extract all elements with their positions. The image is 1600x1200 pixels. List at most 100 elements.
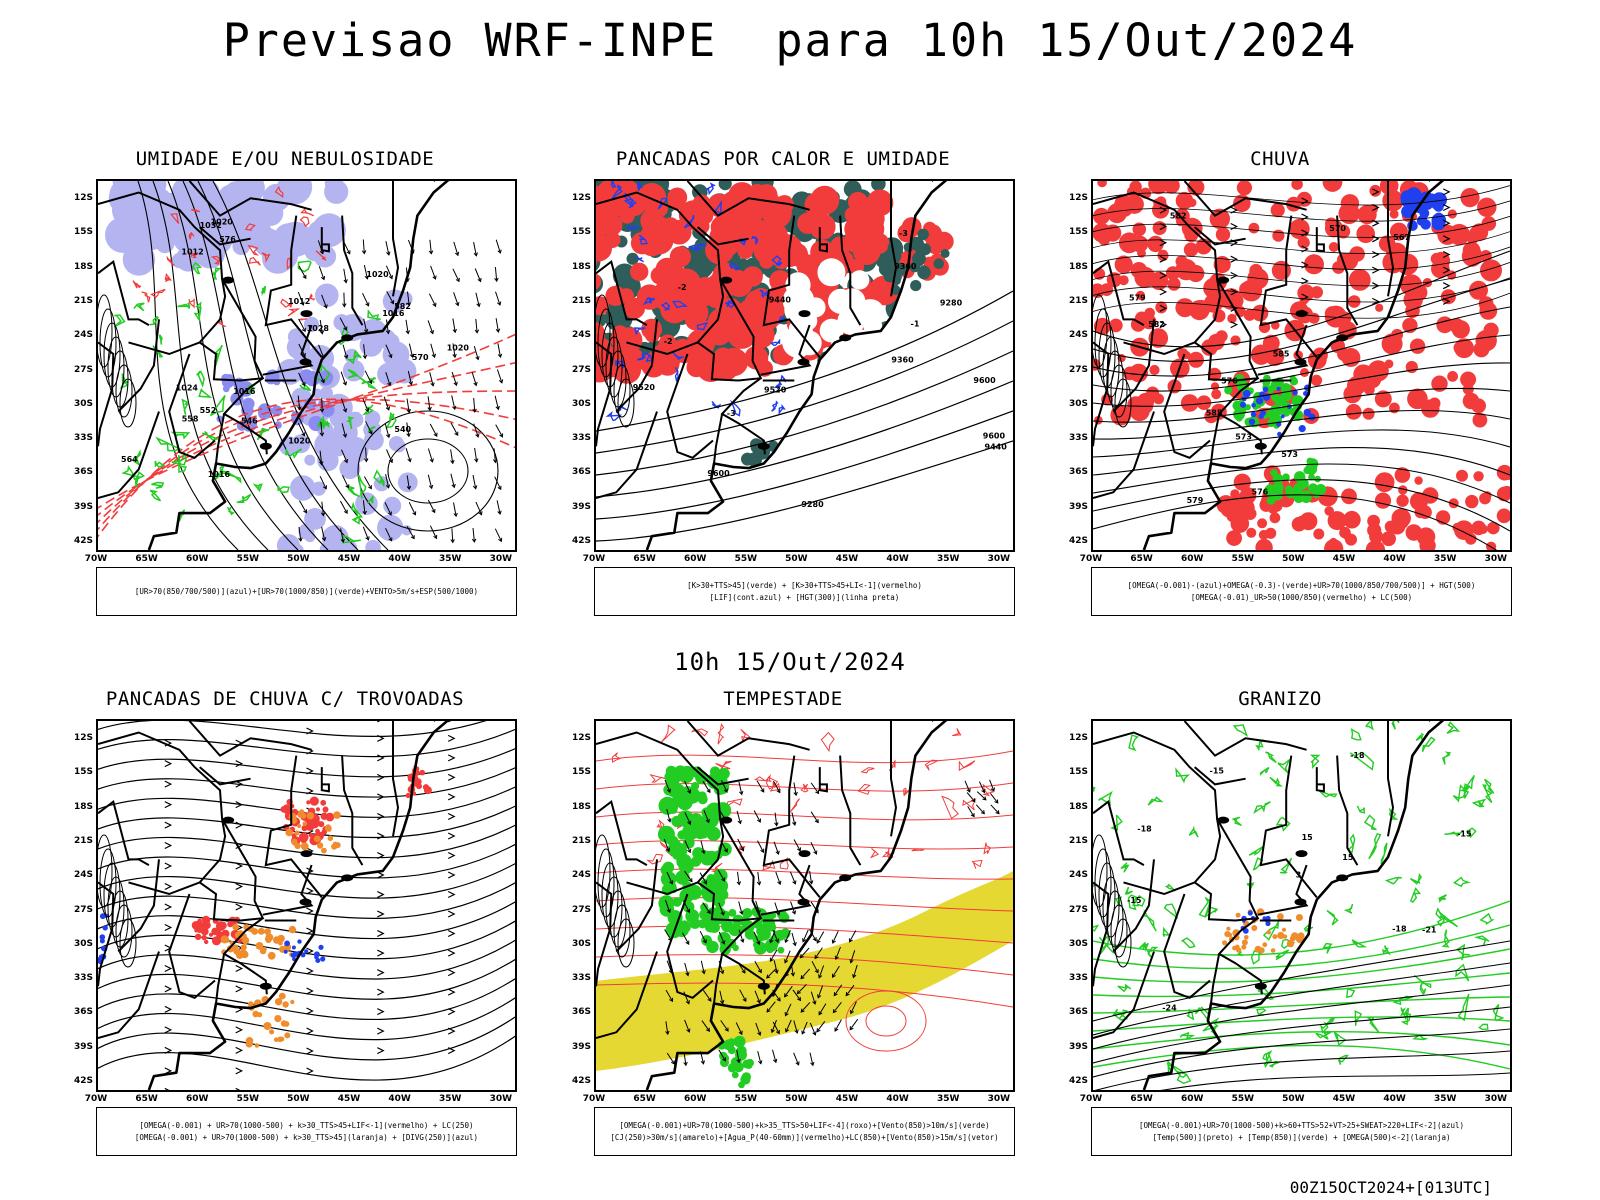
pancadas-calor-contour-label: 9360 bbox=[891, 356, 914, 365]
lat-tick-label: 36S bbox=[73, 467, 93, 478]
umidade-contour-label: 552 bbox=[200, 406, 217, 415]
run-timestamp: 00Z15OCT2024+[013UTC] bbox=[1289, 1178, 1492, 1197]
lat-tick-label: 18S bbox=[571, 261, 591, 272]
legend-line: [UR>70(850/700/500)](azul)+[UR>70(1000/8… bbox=[134, 586, 479, 596]
granizo-contour-label: -15 bbox=[1210, 767, 1225, 776]
umidade-panel: UMIDADE E/OU NEBULOSIDADE 1016 1012 1016 102… bbox=[45, 148, 525, 618]
lon-tick-label: 50W bbox=[1282, 554, 1305, 564]
legend-line: [Temp(500)](preto) + [Temp(850)](verde) … bbox=[1152, 1132, 1451, 1142]
lat-tick-label: 12S bbox=[1068, 193, 1088, 203]
lon-tick-label: 60W bbox=[185, 554, 209, 564]
pancadas-calor-contour-label: 9520 bbox=[764, 386, 787, 395]
pancadas-calor-contour-label: 9280 bbox=[801, 500, 824, 509]
lat-tick-label: 12S bbox=[1068, 733, 1088, 743]
lat-tick-label: 21S bbox=[73, 835, 93, 846]
lon-tick-label: 35W bbox=[438, 1094, 462, 1104]
granizo-panel: GRANIZO -15 -18 -15 -15 -18 -21 -24 15 15 3 -18 12S 1… bbox=[1040, 688, 1520, 1158]
lat-tick-label: 42S bbox=[1068, 1076, 1088, 1086]
umidade-contour-label: 1012 bbox=[288, 297, 310, 306]
lat-tick-label: 15S bbox=[73, 767, 93, 778]
chuva-title: CHUVA bbox=[1250, 148, 1310, 170]
legend-line: [OMEGA(-0.01)_UR>50(1000/850)(vermelho) … bbox=[1190, 592, 1413, 602]
lat-tick-label: 18S bbox=[73, 261, 93, 272]
legend-line: [OMEGA(-0.001)-(azul)+OMEGA(-0.3)-(verde… bbox=[1127, 580, 1476, 590]
umidade-contour-label: 558 bbox=[182, 414, 199, 423]
umidade-title: UMIDADE E/OU NEBULOSIDADE bbox=[135, 148, 435, 170]
lat-tick-label: 21S bbox=[1068, 295, 1088, 306]
lat-tick-label: 18S bbox=[1068, 261, 1088, 272]
lon-tick-label: 35W bbox=[936, 1094, 960, 1104]
legend-line: [OMEGA(-0.001)+UR>70(1000-500)+k>35_TTS>… bbox=[619, 1120, 990, 1130]
lat-tick-label: 42S bbox=[73, 1076, 93, 1086]
trovoadas-title: PANCADAS DE CHUVA C/ TROVOADAS bbox=[105, 688, 465, 710]
granizo-contour-label: 15 bbox=[1302, 833, 1314, 842]
lon-tick-label: 55W bbox=[734, 1094, 758, 1104]
lat-tick-label: 24S bbox=[1068, 330, 1088, 341]
lon-tick-label: 70W bbox=[1079, 1094, 1103, 1104]
pancadas-calor-contour-label: 9440 bbox=[769, 296, 792, 305]
lon-tick-label: 45W bbox=[1332, 1094, 1356, 1104]
lat-tick-label: 36S bbox=[571, 1007, 591, 1018]
pancadas-calor-contour-label: 9520 bbox=[633, 383, 656, 392]
lat-tick-label: 24S bbox=[73, 330, 93, 341]
granizo-title: GRANIZO bbox=[1238, 688, 1322, 710]
umidade-contour-label: 570 bbox=[412, 353, 429, 362]
lat-tick-label: 36S bbox=[1068, 467, 1088, 478]
lat-tick-label: 33S bbox=[73, 433, 93, 444]
lon-tick-label: 70W bbox=[582, 554, 606, 564]
pancadas-calor-contour-label: 9280 bbox=[940, 298, 963, 307]
lon-tick-label: 60W bbox=[1180, 554, 1204, 564]
lat-tick-label: 30S bbox=[1068, 398, 1088, 409]
tempestade-legend: [OMEGA(-0.001)+UR>70(1000-500)+k>35_TTS>… bbox=[594, 1107, 1015, 1156]
lat-tick-label: 39S bbox=[571, 1041, 591, 1052]
umidade-contour-label: 576 bbox=[219, 235, 236, 244]
chuva-contour-label: 573 bbox=[1281, 450, 1298, 459]
lat-tick-label: 36S bbox=[73, 1007, 93, 1018]
lat-tick-label: 18S bbox=[1068, 801, 1088, 812]
granizo-contour-label: -15 bbox=[1127, 896, 1142, 905]
lon-tick-label: 55W bbox=[236, 554, 260, 564]
chuva-panel: CHUVA 585 582 579 576 573 570 567 573 576 585 582 57… bbox=[1040, 148, 1520, 618]
lon-tick-label: 55W bbox=[236, 1094, 260, 1104]
umidade-contour-label: 1032 bbox=[200, 221, 222, 230]
chuva-legend: [OMEGA(-0.001)-(azul)+OMEGA(-0.3)-(verde… bbox=[1091, 567, 1512, 616]
lon-tick-label: 65W bbox=[633, 1094, 656, 1104]
granizo-contour-label: -18 bbox=[1392, 925, 1407, 934]
lon-tick-label: 45W bbox=[337, 554, 361, 564]
pancadas-calor-panel: PANCADAS POR CALOR E UMIDADE 9600 9600 9520… bbox=[543, 148, 1023, 618]
lat-tick-label: 15S bbox=[1068, 227, 1088, 238]
lat-tick-label: 33S bbox=[73, 973, 93, 984]
lon-tick-label: 55W bbox=[1231, 1094, 1255, 1104]
lat-tick-label: 27S bbox=[73, 364, 93, 375]
pancadas-calor-contour-label: 9600 bbox=[707, 469, 730, 478]
lon-tick-label: 50W bbox=[1282, 1094, 1305, 1104]
tempestade-panel: TEMPESTADE 12S 15S 18S 21S 24S 27S 30S 33S 36S 39S… bbox=[543, 688, 1023, 1158]
pancadas-calor-contour-label: -1 bbox=[911, 320, 920, 329]
lat-tick-label: 15S bbox=[571, 227, 591, 238]
lat-tick-label: 30S bbox=[73, 938, 93, 949]
lon-tick-label: 50W bbox=[785, 1094, 808, 1104]
granizo-map: -15 -18 -15 -15 -18 -21 -24 15 15 3 -18 bbox=[1091, 719, 1512, 1092]
umidade-contour-label: 1020 bbox=[447, 344, 470, 353]
lat-tick-label: 30S bbox=[571, 938, 591, 949]
lat-tick-label: 21S bbox=[1068, 835, 1088, 846]
chuva-map: 585 582 579 576 573 570 567 573 576 585 582 579 bbox=[1091, 179, 1512, 552]
tempestade-title: TEMPESTADE bbox=[723, 688, 843, 710]
umidade-contour-label: 1012 bbox=[181, 247, 203, 256]
lat-tick-label: 33S bbox=[1068, 973, 1088, 984]
lon-tick-label: 50W bbox=[287, 1094, 310, 1104]
umidade-contour-label: 1024 bbox=[176, 383, 199, 392]
chuva-contour-label: 576 bbox=[1252, 487, 1269, 496]
lon-tick-label: 35W bbox=[438, 554, 462, 564]
lon-tick-label: 35W bbox=[936, 554, 960, 564]
lat-tick-label: 27S bbox=[73, 904, 93, 915]
umidade-contour-label: 1016 bbox=[208, 470, 231, 479]
lon-tick-label: 45W bbox=[1332, 554, 1356, 564]
lat-tick-label: 42S bbox=[73, 536, 93, 546]
lat-tick-label: 30S bbox=[571, 398, 591, 409]
pancadas-calor-contour-label: -2 bbox=[664, 337, 673, 346]
umidade-map: 1016 1012 1016 1020 1024 1028 1032 1020 1016 1020… bbox=[96, 179, 517, 552]
lat-tick-label: 15S bbox=[1068, 767, 1088, 778]
lat-tick-label: 12S bbox=[73, 733, 93, 743]
lat-tick-label: 15S bbox=[73, 227, 93, 238]
